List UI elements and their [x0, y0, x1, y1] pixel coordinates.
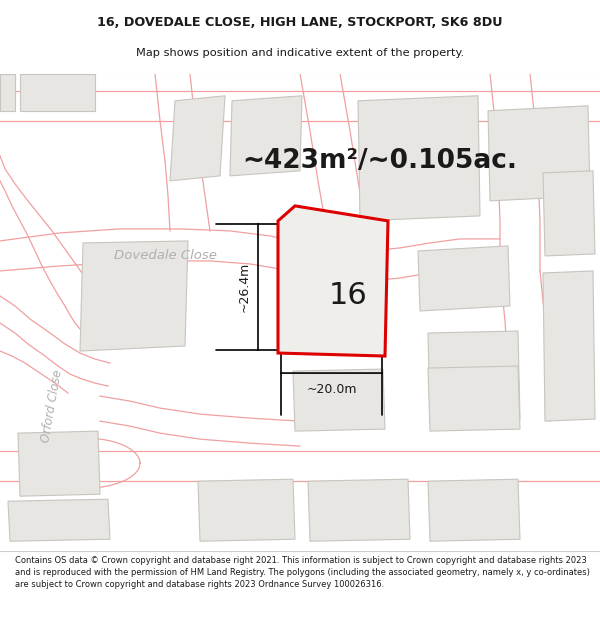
Text: 16, DOVEDALE CLOSE, HIGH LANE, STOCKPORT, SK6 8DU: 16, DOVEDALE CLOSE, HIGH LANE, STOCKPORT… [97, 16, 503, 29]
Polygon shape [230, 96, 302, 176]
Text: Map shows position and indicative extent of the property.: Map shows position and indicative extent… [136, 48, 464, 58]
Polygon shape [428, 331, 520, 421]
Polygon shape [170, 96, 225, 181]
Text: ~423m²/~0.105ac.: ~423m²/~0.105ac. [242, 148, 517, 174]
Text: ~20.0m: ~20.0m [306, 382, 357, 396]
Polygon shape [80, 241, 188, 351]
Polygon shape [418, 246, 510, 311]
Polygon shape [428, 366, 520, 431]
Text: Contains OS data © Crown copyright and database right 2021. This information is : Contains OS data © Crown copyright and d… [15, 556, 590, 589]
Text: Orford Close: Orford Close [39, 369, 65, 444]
Polygon shape [278, 206, 388, 356]
Polygon shape [198, 479, 295, 541]
Polygon shape [20, 74, 95, 111]
Text: 16: 16 [329, 281, 367, 311]
Polygon shape [308, 479, 410, 541]
Polygon shape [293, 369, 385, 431]
Polygon shape [358, 96, 480, 221]
Polygon shape [428, 479, 520, 541]
Polygon shape [0, 74, 15, 111]
Polygon shape [543, 271, 595, 421]
Polygon shape [8, 499, 110, 541]
Polygon shape [488, 106, 590, 201]
Polygon shape [18, 431, 100, 496]
Polygon shape [543, 171, 595, 256]
Polygon shape [298, 243, 370, 331]
Text: Dovedale Close: Dovedale Close [113, 249, 217, 262]
Text: ~26.4m: ~26.4m [238, 262, 251, 312]
Polygon shape [0, 229, 500, 281]
